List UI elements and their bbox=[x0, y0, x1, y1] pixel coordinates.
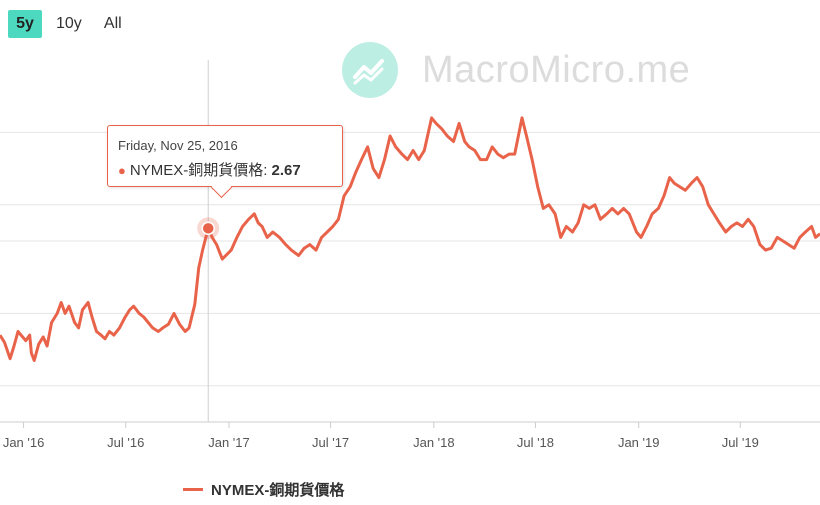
highlight-point bbox=[197, 217, 220, 240]
range-button-5y[interactable]: 5y bbox=[8, 10, 42, 38]
x-axis: Jan '16 Jul '16 Jan '17 Jul '17 Jan '18 Jul '… bbox=[3, 422, 759, 450]
series-line-nymex-copper bbox=[0, 116, 820, 362]
x-tick-label: Jul '17 bbox=[312, 435, 349, 450]
x-tick-label: Jan '16 bbox=[3, 435, 45, 450]
tooltip-date: Friday, Nov 25, 2016 bbox=[118, 138, 238, 153]
range-button-10y[interactable]: 10y bbox=[56, 15, 82, 32]
tooltip-value: 2.67 bbox=[271, 162, 301, 179]
tooltip-series-row: ● NYMEX-銅期貨價格: 2.67 bbox=[118, 162, 301, 179]
x-tick-label: Jul '18 bbox=[517, 435, 554, 450]
x-tick-label: Jan '17 bbox=[208, 435, 250, 450]
series-dot-icon: ● bbox=[118, 163, 126, 178]
chart-legend[interactable]: NYMEX-銅期貨價格 bbox=[183, 479, 344, 500]
x-tick-label: Jul '16 bbox=[107, 435, 144, 450]
x-tick-label: Jan '18 bbox=[413, 435, 455, 450]
range-selector: 5y 10y All bbox=[8, 10, 130, 38]
legend-line-icon bbox=[183, 488, 203, 491]
x-tick-label: Jul '19 bbox=[722, 435, 759, 450]
legend-label: NYMEX-銅期貨價格 bbox=[211, 482, 345, 499]
range-button-all[interactable]: All bbox=[103, 15, 122, 32]
chart-tooltip: Friday, Nov 25, 2016 ● NYMEX-銅期貨價格: 2.67 bbox=[107, 125, 343, 199]
x-tick-label: Jan '19 bbox=[618, 435, 660, 450]
tooltip-series-name: NYMEX-銅期貨價格 bbox=[129, 162, 264, 179]
highlight-dot bbox=[201, 221, 215, 236]
